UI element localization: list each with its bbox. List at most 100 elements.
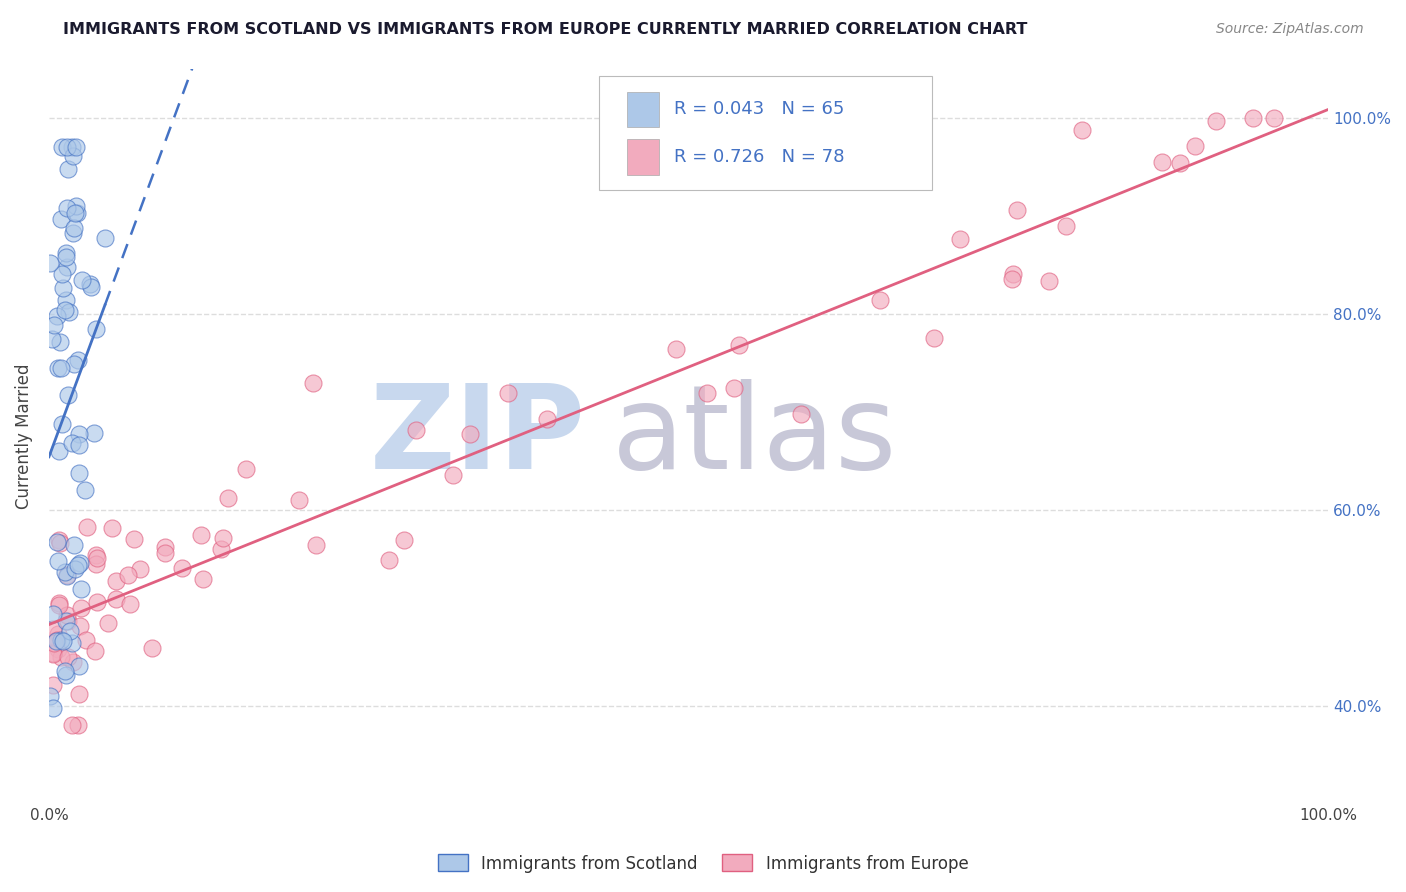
Point [83,644,105,658]
Point [1205,114,1227,128]
Point [1184,138,1206,153]
Point [60,436,83,450]
Point [118,597,141,611]
Point [94,231,117,245]
Point [46,626,69,640]
Point [62,226,84,240]
Point [723,380,745,394]
Text: ZIP: ZIP [370,378,586,493]
Point [212,531,235,545]
Point [62,357,84,371]
Point [56,140,79,154]
Point [191,572,214,586]
Point [209,542,232,557]
Point [52,280,75,294]
Point [65,206,87,220]
Point [65,140,87,154]
Point [101,520,124,534]
Point [51,267,73,281]
Point [235,461,257,475]
Point [49,633,72,648]
Point [83,425,105,440]
Point [51,417,73,431]
FancyBboxPatch shape [627,139,659,175]
Point [46,361,69,376]
Point [53,303,76,318]
Point [217,491,239,505]
Point [53,565,76,579]
Point [66,718,89,732]
Point [51,649,73,664]
Text: IMMIGRANTS FROM SCOTLAND VS IMMIGRANTS FROM EUROPE CURRENTLY MARRIED CORRELATION: IMMIGRANTS FROM SCOTLAND VS IMMIGRANTS F… [63,22,1028,37]
Point [80,279,103,293]
Point [301,376,323,391]
Point [56,615,79,629]
Point [66,352,89,367]
Point [42,700,65,714]
Point [153,540,176,554]
Point [58,387,80,401]
Point [97,616,120,631]
Point [922,331,945,345]
Point [42,318,65,332]
Point [46,309,69,323]
Point [70,582,93,596]
Point [58,305,80,319]
Point [696,386,718,401]
Point [441,468,464,483]
Point [69,619,91,633]
Point [86,322,108,336]
Point [1150,155,1173,169]
Point [1001,271,1024,285]
Point [117,567,139,582]
Point [405,423,427,437]
Point [62,149,84,163]
Point [60,140,83,154]
Point [75,483,97,498]
Point [949,232,972,246]
Point [42,678,65,692]
Point [1263,111,1285,125]
Point [51,140,73,154]
Point [86,550,108,565]
Point [39,690,62,704]
Point [458,426,481,441]
Point [536,412,558,426]
Point [60,636,83,650]
Point [55,201,77,215]
Point [122,533,145,547]
Point [75,632,97,647]
Point [70,601,93,615]
Point [44,635,66,649]
Point [67,437,90,451]
Point [65,561,87,575]
Point [394,533,416,548]
Point [55,568,77,582]
Point [153,546,176,560]
Point [46,534,69,549]
Point [496,386,519,401]
Point [1070,123,1092,137]
Point [48,533,70,547]
Point [41,332,63,346]
Y-axis label: Currently Married: Currently Married [15,363,32,508]
Point [141,641,163,656]
Point [1005,202,1028,217]
Point [42,647,65,661]
Point [1001,268,1024,282]
Point [55,246,77,260]
Point [378,553,401,567]
Point [1168,156,1191,170]
Point [42,646,65,660]
Point [48,599,70,613]
Point [55,293,77,307]
Point [305,538,328,552]
Point [65,199,87,213]
Text: Source: ZipAtlas.com: Source: ZipAtlas.com [1216,22,1364,37]
Point [42,607,65,621]
Point [129,562,152,576]
Point [48,596,70,610]
Point [56,161,79,176]
Text: R = 0.726   N = 78: R = 0.726 N = 78 [675,148,845,166]
Point [60,717,83,731]
